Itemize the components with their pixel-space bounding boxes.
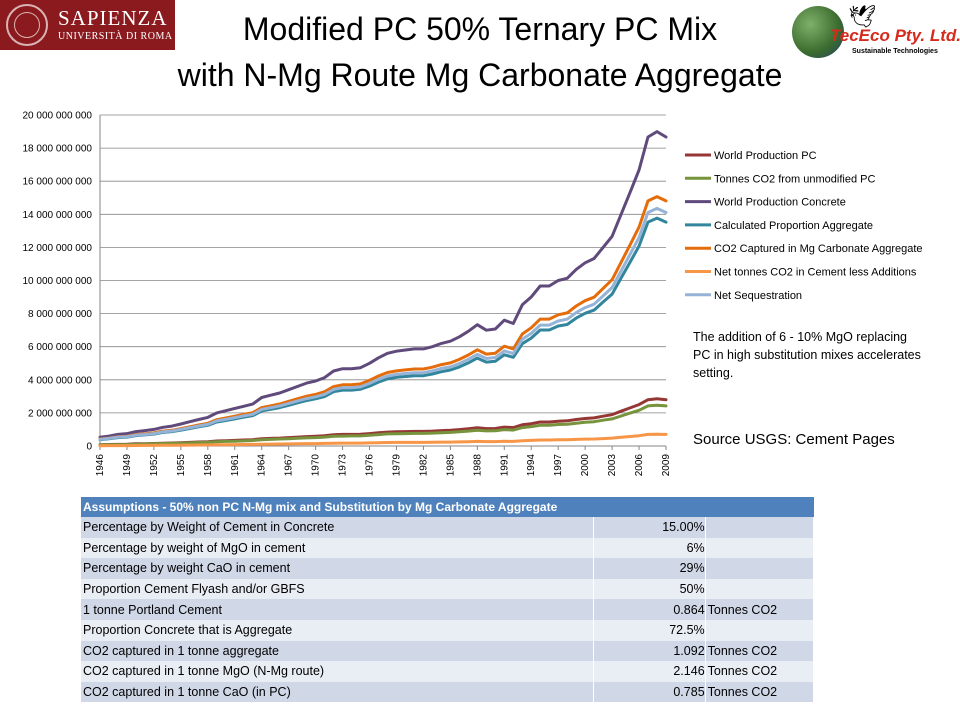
legend-label: CO2 Captured in Mg Carbonate Aggregate — [714, 243, 923, 255]
table-row: Percentage by Weight of Cement in Concre… — [81, 517, 815, 538]
table-row: CO2 captured in 1 tonne aggregate 1.092 To… — [81, 640, 815, 662]
assumptions-table: Assumptions - 50% non PC N-Mg mix and Su… — [81, 497, 815, 703]
row-label: CO2 captured in 1 tonne MgO (N-Mg route) — [81, 661, 594, 682]
legend-label: Net Sequestration — [714, 290, 802, 302]
legend-label: World Production PC — [714, 150, 817, 162]
row-label: CO2 captured in 1 tonne CaO (in PC) — [81, 681, 594, 703]
row-label: 1 tonne Portland Cement — [81, 599, 594, 620]
row-unit — [705, 537, 815, 559]
source-citation: Source USGS: Cement Pages — [693, 431, 895, 448]
logo-right-name: TecEco Pty. Ltd. — [830, 26, 960, 45]
legend-label: Net tonnes CO2 in Cement less Additions — [714, 267, 917, 279]
title-line-1: Modified PC 50% Ternary PC Mix — [242, 11, 718, 47]
logo-left-name: SAPIENZA — [58, 6, 168, 30]
y-tick-label: 0 — [86, 442, 92, 453]
y-tick-label: 8 000 000 000 — [28, 309, 92, 320]
series-line — [98, 130, 668, 439]
row-unit: Tonnes CO2 — [705, 599, 815, 620]
line-chart: 0 2 000 000 000 4 000 000 000 6 000 000 000… — [22, 111, 923, 477]
y-tick-label: 2 000 000 000 — [28, 408, 92, 419]
x-tick-label: 1961 — [230, 454, 241, 477]
y-tick-label: 18 000 000 000 — [22, 144, 92, 155]
y-tick-label: 4 000 000 000 — [28, 375, 92, 386]
x-tick-label: 1958 — [203, 454, 214, 477]
x-tick-label: 1988 — [472, 454, 483, 477]
x-tick-label: 1964 — [257, 454, 268, 477]
table-row: Percentage by weight of MgO in cement 6% — [81, 537, 815, 559]
row-value: 6% — [593, 537, 706, 559]
row-label: Proportion Cement Flyash and/or GBFS — [81, 578, 594, 600]
y-tick-label: 14 000 000 000 — [22, 210, 92, 221]
x-tick-label: 2009 — [661, 454, 672, 477]
y-tick-label: 16 000 000 000 — [22, 177, 92, 188]
row-unit: Tonnes CO2 — [705, 681, 815, 703]
row-unit — [705, 558, 815, 579]
row-value: 29% — [593, 558, 706, 579]
row-value: 0.785 — [593, 681, 706, 703]
row-label: Percentage by weight CaO in cement — [81, 558, 594, 579]
row-unit: Tonnes CO2 — [705, 640, 815, 662]
x-tick-label: 1979 — [391, 454, 402, 477]
x-tick-label: 2000 — [580, 454, 591, 477]
y-tick-label: 6 000 000 000 — [28, 342, 92, 353]
y-tick-label: 10 000 000 000 — [22, 276, 92, 287]
tececo-logo: 🕊 TecEco Pty. Ltd. Sustainable Technolog… — [790, 4, 960, 66]
logo-left-sub: UNIVERSITÀ DI ROMA — [58, 31, 173, 42]
row-label: Percentage by weight of MgO in cement — [81, 537, 594, 559]
x-tick-label: 1955 — [176, 454, 187, 477]
legend-label: World Production Concrete — [714, 197, 846, 209]
title-line-2: with N-Mg Route Mg Carbonate Aggregate — [177, 57, 783, 93]
row-label: CO2 captured in 1 tonne aggregate — [81, 640, 594, 662]
sapienza-logo: SAPIENZA UNIVERSITÀ DI ROMA — [0, 0, 175, 50]
table-row: Proportion Concrete that is Aggregate 72.… — [81, 619, 815, 641]
table-row: Percentage by weight CaO in cement 29% — [81, 558, 815, 579]
table-row: CO2 captured in 1 tonne CaO (in PC) 0.785… — [81, 681, 815, 703]
x-tick-label: 1946 — [95, 454, 106, 477]
y-tick-label: 12 000 000 000 — [22, 243, 92, 254]
table-row: 1 tonne Portland Cement 0.864 Tonnes CO2 — [81, 599, 815, 620]
row-value: 50% — [593, 578, 706, 600]
row-value: 1.092 — [593, 640, 706, 662]
x-tick-label: 1952 — [149, 454, 160, 477]
row-unit: Tonnes CO2 — [705, 661, 815, 682]
university-seal-icon — [6, 4, 48, 46]
x-tick-label: 1991 — [499, 454, 510, 477]
x-tick-label: 1976 — [365, 454, 376, 477]
x-tick-label: 2003 — [607, 454, 618, 477]
bird-icon: 🕊 — [848, 4, 876, 29]
series-line — [98, 432, 668, 448]
table-row: CO2 captured in 1 tonne MgO (N-Mg route)… — [81, 661, 815, 682]
row-unit — [705, 517, 815, 538]
x-tick-label: 1982 — [418, 454, 429, 477]
x-tick-label: 1949 — [122, 454, 133, 477]
table-row: Proportion Cement Flyash and/or GBFS 50% — [81, 578, 815, 600]
y-tick-label: 20 000 000 000 — [22, 111, 92, 122]
chart-note: The addition of 6 - 10% MgO replacing PC… — [693, 330, 921, 380]
row-unit — [705, 578, 815, 600]
legend-label: Calculated Proportion Aggregate — [714, 220, 873, 232]
row-value: 0.864 — [593, 599, 706, 620]
assumptions-header: Assumptions - 50% non PC N-Mg mix and Su… — [81, 497, 814, 517]
x-tick-label: 1973 — [338, 454, 349, 477]
legend-label: Tonnes CO2 from unmodified PC — [714, 173, 875, 185]
page-title: Modified PC 50% Ternary PC Mix with N-Mg… — [95, 6, 865, 98]
series-line — [98, 206, 668, 441]
x-tick-label: 1970 — [311, 454, 322, 477]
x-tick-label: 2006 — [634, 454, 645, 477]
row-label: Percentage by Weight of Cement in Concre… — [81, 517, 594, 538]
row-value: 72.5% — [593, 619, 706, 641]
x-tick-label: 1997 — [553, 454, 564, 477]
series-line — [98, 195, 668, 441]
row-value: 2.146 — [593, 661, 706, 682]
series-line — [98, 403, 668, 447]
globe-icon — [792, 6, 844, 58]
series-line — [98, 216, 668, 442]
logo-right-sub: Sustainable Technologies — [852, 48, 938, 55]
row-label: Proportion Concrete that is Aggregate — [81, 619, 594, 641]
x-tick-label: 1994 — [526, 454, 537, 477]
x-tick-label: 1967 — [284, 454, 295, 477]
row-unit — [705, 619, 815, 641]
x-tick-label: 1985 — [445, 454, 456, 477]
row-value: 15.00% — [593, 517, 706, 538]
